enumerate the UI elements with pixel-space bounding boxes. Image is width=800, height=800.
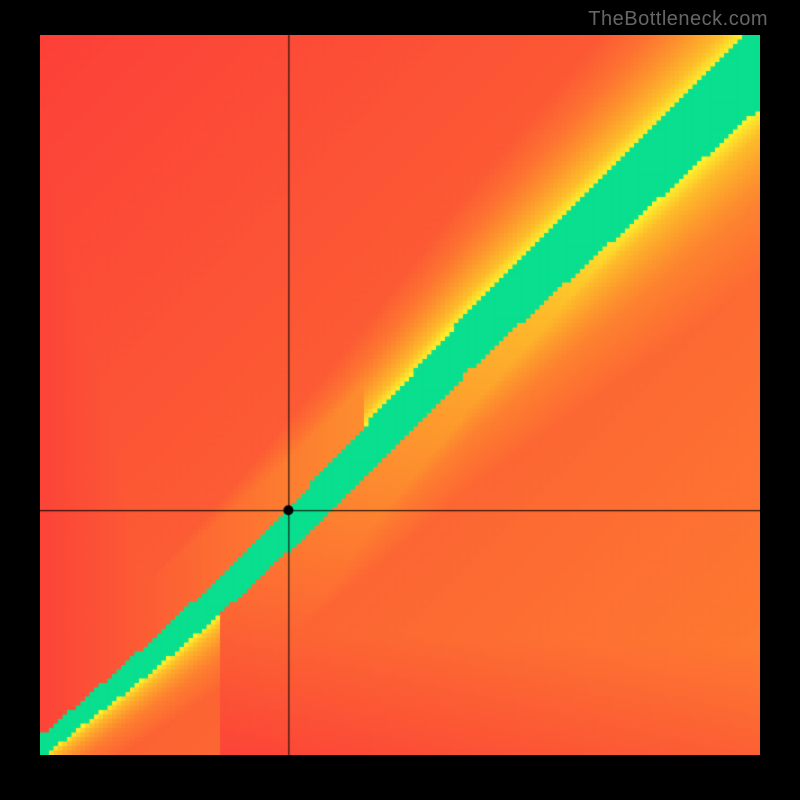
chart-container: { "watermark": { "text": "TheBottleneck.…	[0, 0, 800, 800]
watermark-text: TheBottleneck.com	[588, 8, 768, 31]
bottleneck-heatmap	[40, 35, 760, 755]
